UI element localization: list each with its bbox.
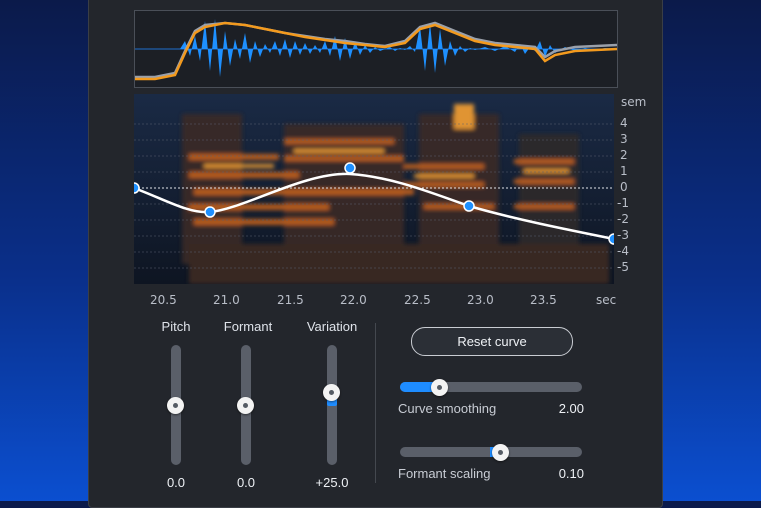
x-tick: 21.5 [277, 293, 304, 307]
y-tick: -5 [617, 260, 629, 274]
y-tick: 1 [620, 164, 628, 178]
formant-scaling-label: Formant scaling [398, 466, 491, 481]
variation-label: Variation [306, 319, 358, 334]
section-divider [375, 323, 376, 483]
curve-smoothing-fill [400, 382, 440, 392]
y-tick: -4 [617, 244, 629, 258]
y-tick: 2 [620, 148, 628, 162]
formant-scaling-value: 0.10 [558, 466, 584, 481]
y-axis-unit: sem [621, 95, 647, 109]
y-tick: -3 [617, 228, 629, 242]
curve-node [128, 182, 140, 194]
waveform-overview[interactable] [134, 10, 618, 88]
y-tick: -2 [617, 212, 629, 226]
curve-smoothing-label: Curve smoothing [398, 401, 497, 416]
formant-label: Formant [223, 319, 273, 334]
semitone-gridlines [134, 123, 614, 269]
x-axis-unit: sec [596, 293, 617, 307]
x-tick: 20.5 [150, 293, 177, 307]
x-tick: 22.5 [404, 293, 431, 307]
reset-curve-button[interactable]: Reset curve [411, 327, 573, 356]
curve-smoothing-knob[interactable] [431, 379, 448, 396]
curve-smoothing-value: 2.00 [558, 401, 584, 416]
pitch-label: Pitch [161, 319, 191, 334]
x-tick: 21.0 [213, 293, 240, 307]
formant-scaling-slider[interactable] [400, 447, 582, 457]
correction-curve [133, 172, 615, 241]
curve-node [608, 233, 620, 245]
curve-node [463, 200, 475, 212]
y-tick: 4 [620, 116, 628, 130]
spectrogram-svg [128, 94, 620, 284]
y-tick: -1 [617, 196, 629, 210]
variation-slider-knob[interactable] [323, 384, 340, 401]
variation-value: +25.0 [315, 475, 349, 490]
curve-node [344, 162, 356, 174]
x-tick: 23.5 [530, 293, 557, 307]
formant-scaling-knob[interactable] [492, 444, 509, 461]
x-tick: 22.0 [340, 293, 367, 307]
waveform [180, 19, 617, 77]
variation-slider[interactable] [327, 345, 337, 465]
curve-node [204, 206, 216, 218]
x-tick: 23.0 [467, 293, 494, 307]
pitch-value: 0.0 [166, 475, 186, 490]
waveform-pitch-orange [135, 21, 618, 81]
curve-smoothing-slider[interactable] [400, 382, 582, 392]
spectral-energy [182, 104, 609, 284]
pitch-slider-knob[interactable] [167, 397, 184, 414]
formant-value: 0.0 [236, 475, 256, 490]
waveform-svg [135, 19, 618, 81]
spectrogram[interactable] [128, 94, 620, 284]
formant-slider-knob[interactable] [237, 397, 254, 414]
y-tick: 0 [620, 180, 628, 194]
y-tick: 3 [620, 132, 628, 146]
